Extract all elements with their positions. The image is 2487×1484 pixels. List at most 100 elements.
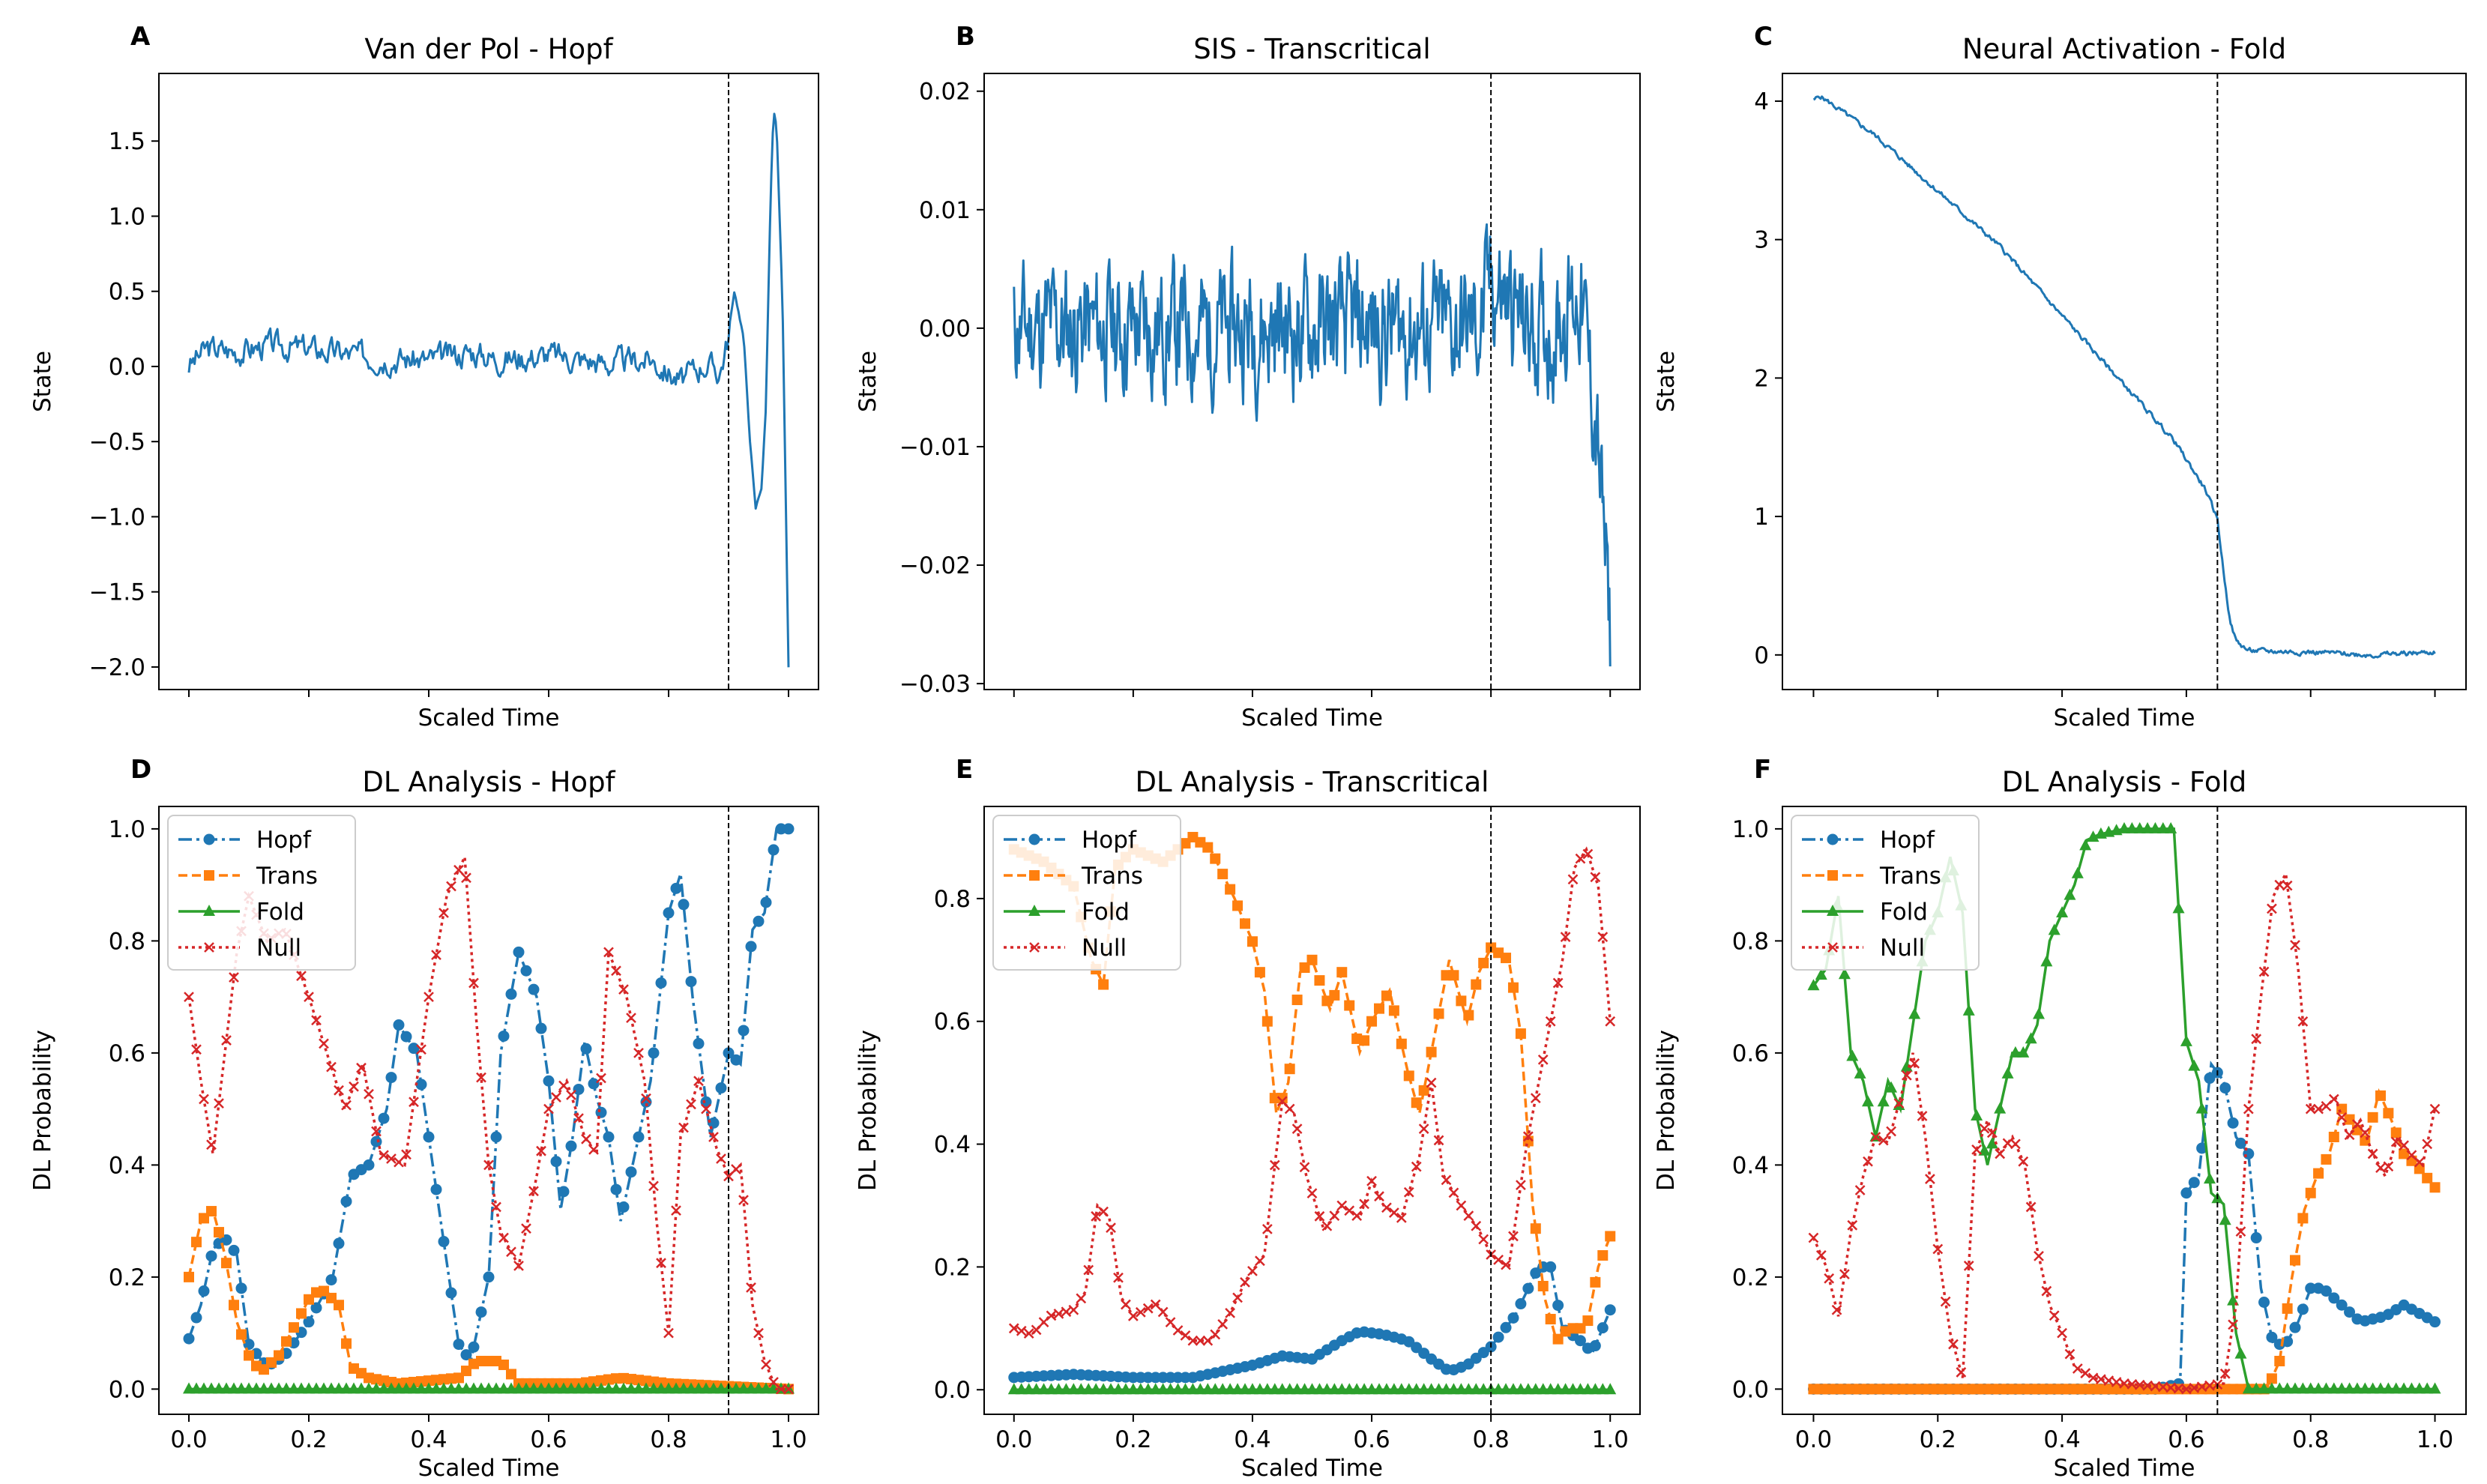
- point-trans: [1246, 936, 1258, 947]
- y-tick-label-F: 0.6: [1732, 1040, 1769, 1067]
- point-null: [1501, 1259, 1511, 1270]
- point-null: [1381, 1202, 1392, 1213]
- point-trans: [1359, 1035, 1370, 1046]
- point-null: [311, 1015, 322, 1026]
- y-tick-label-A: 1.0: [109, 203, 145, 230]
- point-trans: [229, 1300, 239, 1311]
- point-hopf: [445, 1287, 457, 1299]
- point-hopf: [1492, 1331, 1504, 1343]
- point-hopf: [2429, 1316, 2441, 1328]
- point-null: [1359, 1198, 1369, 1210]
- legend-marker-fold: [1827, 905, 1839, 916]
- series-null-E: [1008, 846, 1616, 1346]
- point-null: [1127, 1311, 1139, 1321]
- point-hopf: [2219, 1082, 2231, 1094]
- point-null: [1870, 1132, 1881, 1142]
- chart-title-A: Van der Pol - Hopf: [364, 33, 613, 65]
- point-hopf: [475, 1306, 487, 1318]
- x-axis-label-E: Scaled Time: [1241, 1455, 1383, 1482]
- point-hopf: [655, 977, 667, 989]
- point-fold: [2366, 1382, 2379, 1394]
- point-null: [1545, 1016, 1556, 1027]
- point-null: [199, 1094, 209, 1105]
- point-hopf: [453, 1339, 465, 1351]
- point-null: [1247, 1265, 1258, 1276]
- legend-label-trans: Trans: [1081, 863, 1143, 890]
- legend-marker-hopf: [1028, 833, 1040, 845]
- y-tick-label-A: 0.0: [109, 354, 145, 381]
- point-null: [2258, 966, 2270, 977]
- point-null: [2041, 1285, 2052, 1297]
- point-null: [731, 1164, 741, 1174]
- point-fold: [2219, 1213, 2231, 1225]
- point-fold: [1877, 1095, 1890, 1107]
- point-null: [566, 1090, 576, 1100]
- point-null: [626, 1013, 636, 1024]
- legend-marker-trans: [1827, 870, 1838, 881]
- point-null: [386, 1153, 397, 1164]
- y-axis-label-B: State: [854, 351, 881, 412]
- point-trans: [1261, 1016, 1273, 1027]
- x-tick-label-D: 0.2: [290, 1426, 327, 1453]
- point-fold: [2079, 839, 2092, 851]
- y-tick-label-A: −1.5: [89, 579, 145, 606]
- point-fold: [2033, 1007, 2045, 1019]
- point-trans: [1545, 1314, 1556, 1325]
- point-hopf: [2227, 1117, 2239, 1129]
- point-trans: [2266, 1373, 2277, 1384]
- point-fold: [2048, 923, 2061, 935]
- x-axis-label-B: Scaled Time: [1241, 705, 1383, 732]
- point-fold: [1986, 1137, 1998, 1149]
- point-null: [641, 1093, 651, 1104]
- point-null: [693, 1076, 704, 1087]
- panel-C: C Neural Activation - Fold 0 1 2 3 4 Scaled Tim…: [1653, 22, 2467, 732]
- point-null: [1940, 1296, 1951, 1307]
- point-trans: [2367, 1112, 2378, 1123]
- y-tick-label-E: 0.8: [934, 886, 971, 913]
- point-hopf: [2234, 1137, 2246, 1149]
- point-trans: [1329, 989, 1340, 1001]
- legend-D: [167, 815, 356, 971]
- point-null: [1261, 1223, 1273, 1234]
- point-null: [371, 1126, 382, 1137]
- point-null: [1493, 1254, 1504, 1265]
- state-series-B: [1013, 223, 1612, 667]
- x-tick-label-E: 0.2: [1115, 1426, 1151, 1453]
- point-hopf: [648, 1047, 660, 1059]
- point-null: [1269, 1159, 1280, 1171]
- y-tick-label-C: 0: [1754, 642, 1769, 669]
- point-hopf: [708, 1117, 720, 1129]
- point-null: [341, 1100, 352, 1111]
- point-hopf: [483, 1271, 495, 1283]
- point-null: [2297, 1016, 2309, 1027]
- point-hopf: [198, 1285, 210, 1297]
- point-null: [746, 1282, 756, 1293]
- point-hopf: [333, 1237, 345, 1249]
- point-null: [1321, 1220, 1333, 1231]
- point-trans: [1456, 995, 1467, 1007]
- point-fold: [1807, 979, 1820, 991]
- x-axis-label-C: Scaled Time: [2054, 705, 2195, 732]
- point-trans: [1396, 1038, 1407, 1049]
- point-null: [2282, 880, 2293, 891]
- state-series-A: [187, 112, 790, 668]
- point-fold: [1962, 1004, 1975, 1016]
- point-hopf: [385, 1072, 397, 1084]
- point-fold: [2071, 866, 2084, 878]
- point-fold: [2320, 1382, 2333, 1394]
- point-trans: [221, 1258, 232, 1269]
- point-null: [1344, 1205, 1355, 1216]
- point-hopf: [2344, 1306, 2356, 1318]
- point-hopf: [738, 1025, 750, 1037]
- legend-label-null: Null: [1880, 935, 1925, 962]
- point-fold: [2204, 1172, 2216, 1184]
- point-null: [1083, 1264, 1094, 1276]
- y-tick-label-A: 0.5: [109, 279, 145, 306]
- point-null: [1091, 1210, 1102, 1222]
- point-null: [543, 1103, 554, 1114]
- y-axis-label-D: DL Probability: [29, 1030, 56, 1191]
- point-hopf: [190, 1312, 202, 1324]
- point-trans: [2305, 1187, 2316, 1198]
- point-hopf: [340, 1195, 352, 1207]
- point-trans: [2375, 1090, 2386, 1101]
